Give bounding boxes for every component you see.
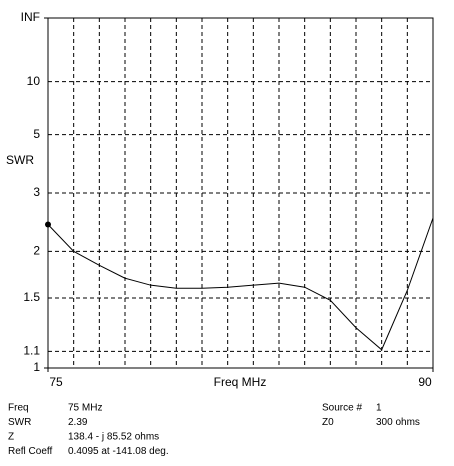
- readout-value: 1: [376, 403, 382, 414]
- y-tick-label: 10: [27, 74, 41, 88]
- cursor-point: [45, 221, 51, 228]
- y-tick-label: 5: [33, 127, 40, 141]
- plot-frame: [47, 17, 434, 369]
- y-tick-label: 2: [33, 244, 40, 258]
- y-tick-label: 1.1: [23, 344, 40, 358]
- y-tick-label: 3: [33, 185, 40, 199]
- readout-value: 0.4095 at -141.08 deg.: [68, 446, 169, 457]
- readout-label: Source #: [322, 403, 362, 414]
- x-axis-label: Freq MHz: [214, 375, 267, 389]
- readout-value: 2.39: [68, 417, 88, 428]
- readout-label: Refl Coeff: [8, 446, 53, 457]
- readout-label: Z0: [322, 417, 334, 428]
- readout-label: Z: [8, 432, 14, 443]
- x-tick-label: 75: [49, 375, 63, 389]
- readout: Freq 75 MHz SWR 2.39 Z 138.4 - j 85.52 ohms Re…: [8, 403, 420, 458]
- readout-label: SWR: [8, 417, 31, 428]
- x-tick-label: 90: [418, 375, 432, 389]
- swr-line: [47, 217, 434, 351]
- y-tick-label: 1.5: [23, 290, 40, 304]
- readout-value: 300 ohms: [376, 417, 420, 428]
- y-tick-label: INF: [21, 10, 40, 24]
- y-axis-label: SWR: [6, 153, 34, 167]
- y-tick-label: 1: [33, 360, 40, 374]
- readout-label: Freq: [8, 403, 29, 414]
- readout-value: 138.4 - j 85.52 ohms: [68, 432, 159, 443]
- readout-value: 75 MHz: [68, 403, 102, 414]
